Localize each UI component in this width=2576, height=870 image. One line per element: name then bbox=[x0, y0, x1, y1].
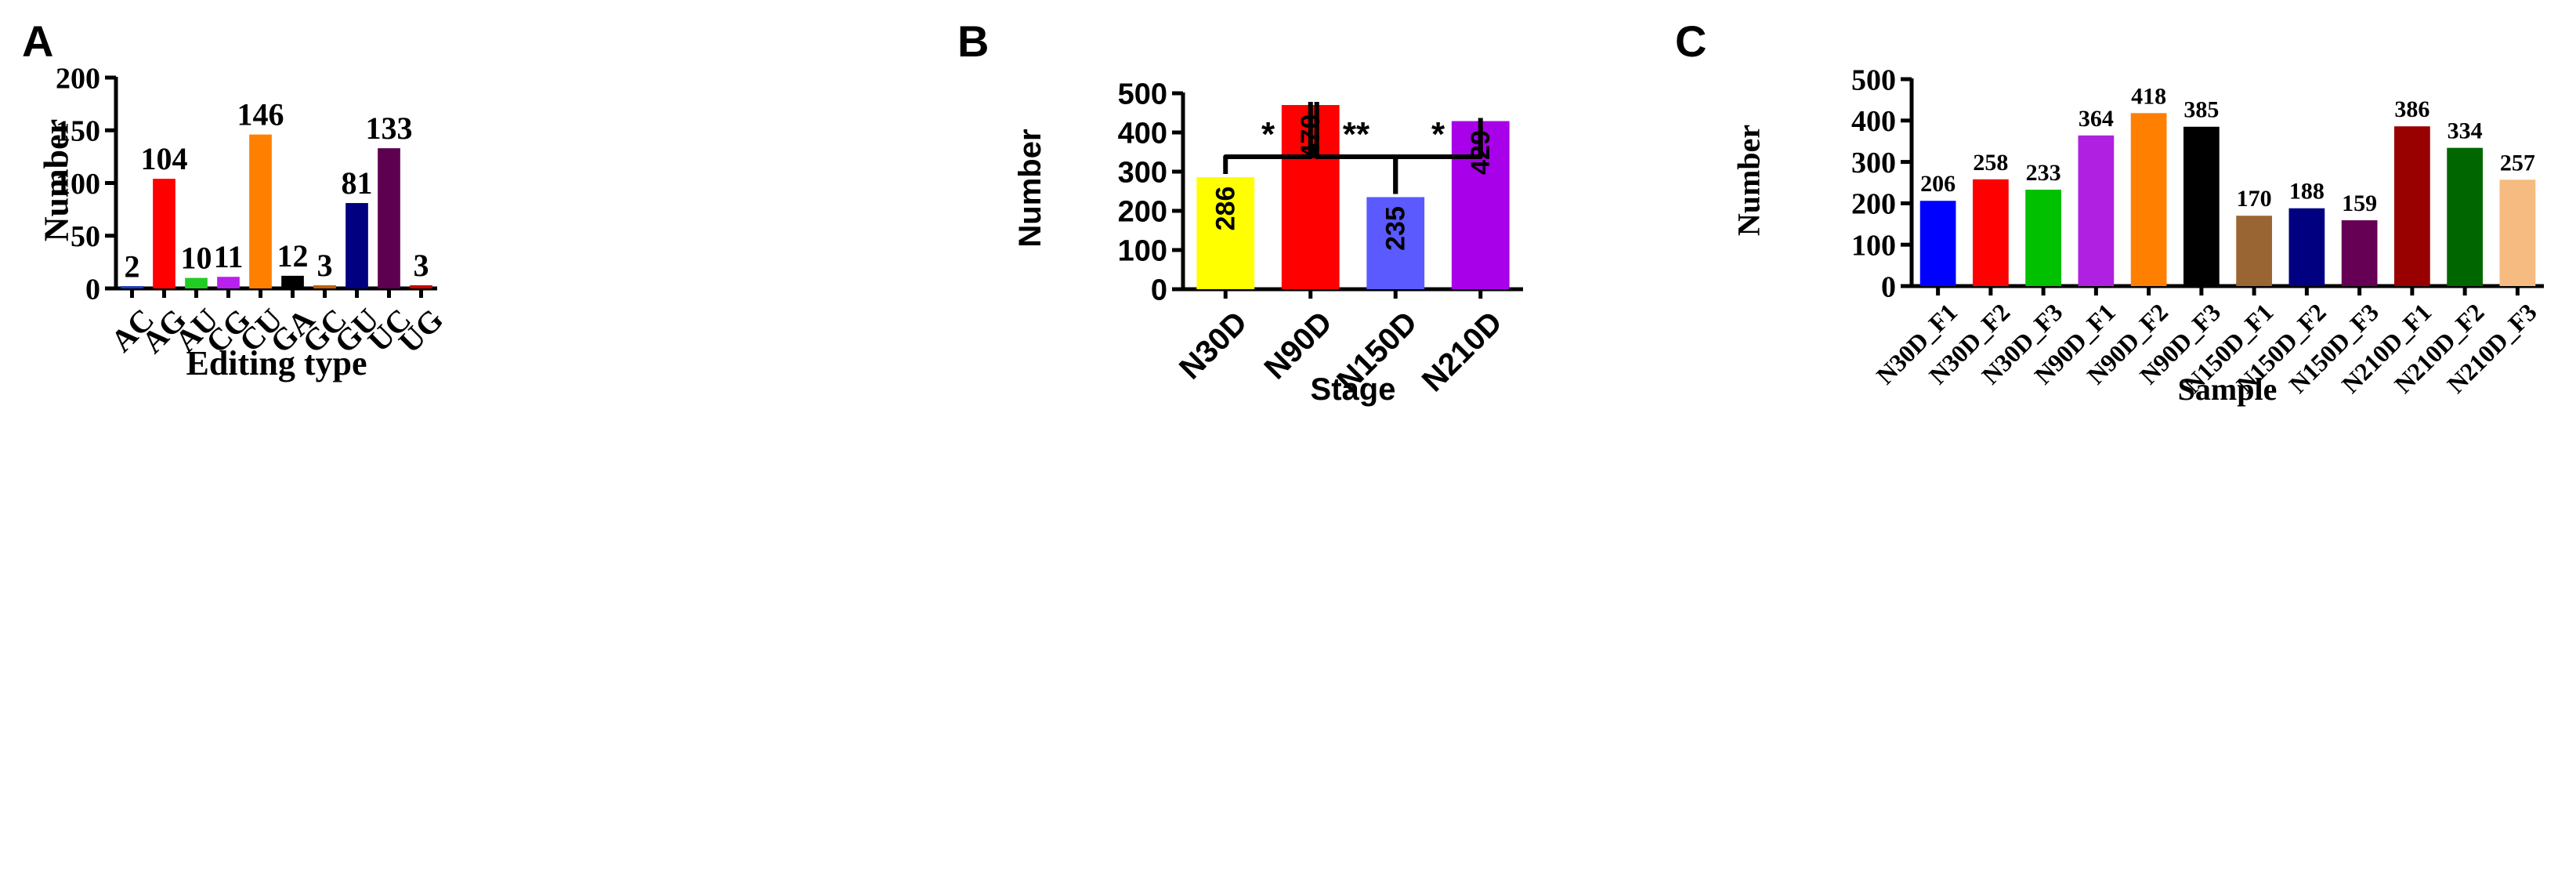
y-tick-label: 300 bbox=[1118, 156, 1167, 189]
bar-value-label: 385 bbox=[2183, 97, 2219, 123]
y-tick-label: 400 bbox=[1118, 117, 1167, 150]
bar bbox=[249, 134, 272, 288]
bar bbox=[2499, 179, 2536, 286]
panel-c-chart: 0100200300400500206N30D_F1258N30D_F2233N… bbox=[1731, 63, 2544, 407]
x-axis-title: Sample bbox=[2178, 372, 2278, 407]
bar bbox=[410, 285, 432, 288]
y-tick-label: 0 bbox=[1881, 270, 1896, 303]
bar-value-label: 364 bbox=[2079, 106, 2114, 132]
bar-value-label: 258 bbox=[1973, 150, 2008, 176]
bar-value-label: 3 bbox=[414, 248, 429, 283]
y-tick-label: 150 bbox=[56, 115, 100, 148]
bar-value-label: 104 bbox=[141, 141, 188, 176]
significance-bracket bbox=[1393, 118, 1483, 194]
bar-value-label: 159 bbox=[2342, 190, 2377, 216]
bar bbox=[378, 148, 400, 288]
bar bbox=[121, 286, 143, 288]
bar bbox=[313, 285, 336, 288]
y-tick-label: 100 bbox=[56, 168, 100, 201]
bar bbox=[2130, 113, 2167, 286]
bar bbox=[2288, 208, 2325, 286]
bar bbox=[2025, 189, 2061, 286]
y-tick-label: 100 bbox=[1118, 234, 1167, 267]
bar bbox=[153, 179, 175, 288]
bar-value-label: 257 bbox=[2500, 150, 2535, 176]
y-tick-label: 400 bbox=[1851, 105, 1896, 138]
y-axis-title: Number bbox=[38, 119, 76, 241]
panel-a-chart: 0501001502002AC104AG10AU11CG146CU12GA3GC… bbox=[38, 62, 450, 382]
bar-value-label: 81 bbox=[342, 165, 373, 201]
x-axis-title: Editing type bbox=[186, 344, 367, 382]
bar bbox=[1196, 177, 1255, 289]
y-tick-label: 500 bbox=[1118, 78, 1167, 111]
y-axis-title: Number bbox=[1013, 129, 1047, 247]
y-tick-label: 50 bbox=[71, 220, 100, 253]
bar bbox=[2078, 135, 2115, 286]
y-tick-label: 100 bbox=[1851, 230, 1896, 263]
bar-value-label: 206 bbox=[1920, 171, 1956, 197]
bar-value-label: 12 bbox=[277, 238, 309, 274]
bar-value-label: 2 bbox=[125, 248, 140, 284]
y-tick-label: 200 bbox=[1851, 188, 1896, 221]
bar-value-label: 235 bbox=[1380, 206, 1410, 251]
y-tick-label: 0 bbox=[1151, 274, 1167, 306]
significance-label: * bbox=[1431, 115, 1445, 154]
bar bbox=[346, 203, 368, 288]
bar-value-label: 3 bbox=[317, 248, 333, 283]
y-tick-label: 200 bbox=[1118, 195, 1167, 228]
x-tick-label: N30D bbox=[1173, 305, 1254, 386]
bar-value-label: 146 bbox=[237, 97, 284, 132]
panel-b-chart: 0100200300400500286N30D470N90D235N150D42… bbox=[1013, 78, 1523, 407]
significance-label: * bbox=[1261, 115, 1275, 154]
y-tick-label: 300 bbox=[1851, 147, 1896, 179]
bar bbox=[1919, 201, 1956, 286]
bar-value-label: 188 bbox=[2289, 179, 2325, 205]
x-tick-label: N210D bbox=[1416, 305, 1509, 398]
bar-value-label: 286 bbox=[1210, 187, 1240, 231]
bar-value-label: 11 bbox=[214, 239, 244, 274]
bar-value-label: 133 bbox=[366, 111, 413, 146]
bar bbox=[2394, 126, 2430, 286]
y-tick-label: 200 bbox=[56, 62, 100, 95]
bar bbox=[281, 275, 304, 288]
bar bbox=[2236, 216, 2272, 286]
bar bbox=[1973, 179, 2009, 286]
y-tick-label: 0 bbox=[85, 273, 100, 306]
bar bbox=[2341, 220, 2378, 286]
significance-label: ** bbox=[1343, 115, 1370, 154]
bar-value-label: 170 bbox=[2237, 186, 2272, 212]
bar bbox=[2183, 126, 2220, 286]
significance-bracket bbox=[1223, 102, 1313, 174]
y-axis-title: Number bbox=[1731, 125, 1767, 236]
y-tick-label: 500 bbox=[1851, 63, 1896, 96]
bar bbox=[2447, 147, 2483, 286]
bar bbox=[185, 277, 208, 288]
bar-value-label: 418 bbox=[2131, 83, 2166, 109]
bar bbox=[217, 277, 240, 288]
bar-value-label: 334 bbox=[2448, 118, 2483, 144]
bar-value-label: 386 bbox=[2394, 96, 2429, 122]
x-axis-title: Stage bbox=[1311, 372, 1396, 407]
panel-letter-c: C bbox=[1675, 16, 1706, 66]
panel-letter-b: B bbox=[957, 16, 989, 66]
bar-value-label: 233 bbox=[2026, 160, 2061, 186]
bar-value-label: 10 bbox=[181, 241, 212, 276]
bar bbox=[1366, 197, 1425, 289]
panel-letter-a: A bbox=[22, 16, 53, 66]
